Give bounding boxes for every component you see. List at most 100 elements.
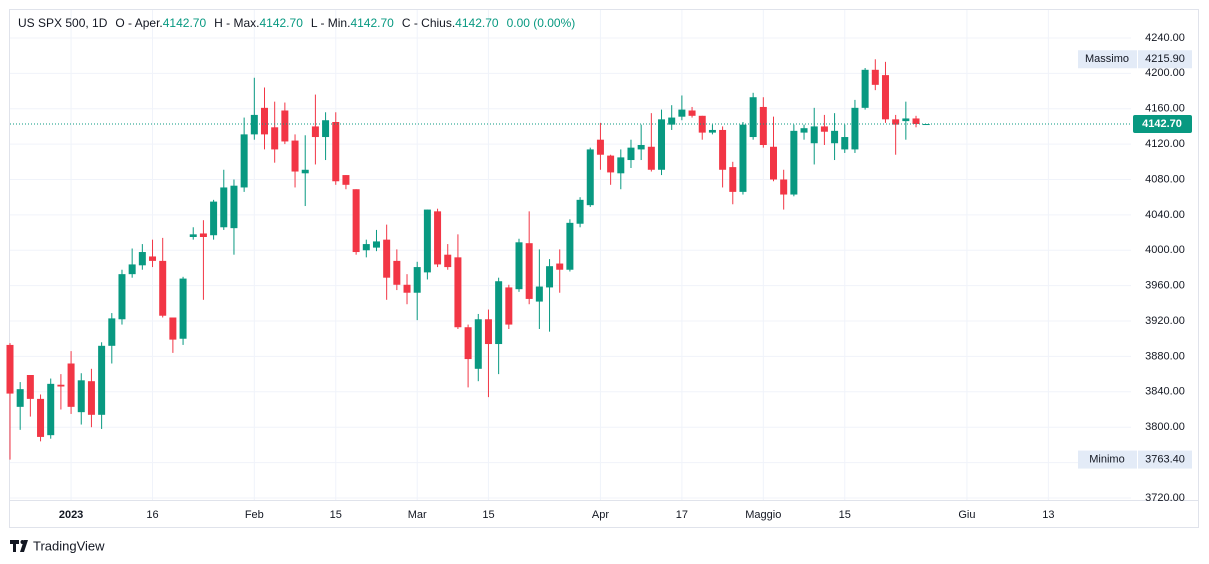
candle-body (301, 169, 309, 174)
candle-body (861, 69, 869, 108)
candle-body (739, 124, 747, 192)
candle-body (484, 319, 492, 345)
candle-body (403, 284, 411, 293)
candle-body (841, 137, 849, 150)
y-tick-label: 4160.00 (1145, 103, 1185, 115)
candle-body (149, 256, 157, 261)
candle-body (637, 144, 645, 150)
candle-body (271, 127, 279, 150)
y-tick-label: 3960.00 (1145, 280, 1185, 292)
candle-body (57, 384, 65, 387)
candle-body (16, 389, 24, 407)
field-key: O - Aper. (115, 16, 162, 30)
y-tick-label: 3800.00 (1145, 421, 1185, 433)
y-tick-label: 4200.00 (1145, 67, 1185, 79)
grid (10, 10, 1131, 500)
x-tick-label: 15 (330, 509, 342, 521)
field-value: 4142.70 (259, 16, 303, 30)
symbol: US SPX 500, 1D (18, 16, 108, 30)
panel-border (9, 9, 1199, 528)
candle-body (505, 287, 513, 325)
y-tick-label: 4000.00 (1145, 244, 1185, 256)
candle-body (281, 110, 289, 142)
candle-body (749, 97, 757, 138)
candle-body (383, 239, 391, 278)
overlay: 3720.003760.003800.003840.003880.003920.… (10, 16, 1192, 521)
candle-body (912, 118, 920, 125)
x-tick-label: 15 (839, 509, 851, 521)
candle-body (37, 398, 45, 437)
y-tick-label: 3880.00 (1145, 350, 1185, 362)
x-tick-label: Feb (245, 509, 264, 521)
candle-body (118, 274, 126, 320)
header: US SPX 500, 1D O - Aper.4142.70 H - Max.41… (18, 16, 575, 30)
candle-body (617, 157, 625, 174)
candle-body (658, 119, 666, 170)
candle-body (67, 363, 75, 407)
candle-body (576, 199, 584, 224)
y-tick-label: 4240.00 (1145, 32, 1185, 44)
x-tick-label: 2023 (59, 509, 83, 521)
x-tick-label: Maggio (745, 509, 781, 521)
low_mark-name-box (1078, 450, 1137, 469)
candle-body (729, 167, 737, 192)
candle-body (98, 345, 106, 415)
candle-body (77, 380, 85, 413)
change: 0.00 (0.00%) (507, 16, 576, 30)
candle-body (230, 185, 238, 229)
low_mark-value: 3763.40 (1145, 453, 1185, 465)
x-tick-label: Apr (592, 509, 609, 521)
candle-body (810, 126, 818, 144)
candle-body (800, 128, 808, 133)
candle-body (199, 233, 207, 237)
candle-body (719, 129, 727, 170)
candle-body (688, 110, 696, 116)
candle-body (261, 107, 268, 135)
candle-body (372, 241, 380, 248)
candle-body (159, 260, 167, 316)
candle-body (515, 242, 523, 290)
brand: TradingView (33, 538, 105, 553)
x-tick-label: 16 (146, 509, 158, 521)
candle-body (322, 120, 330, 138)
candle-body (454, 257, 462, 328)
candles (6, 59, 930, 460)
candle-body (770, 146, 777, 180)
candle-body (627, 147, 635, 161)
candle-body (332, 121, 340, 182)
high_mark-name: Massimo (1085, 53, 1129, 65)
candle-body (871, 69, 879, 85)
candle-body (831, 130, 839, 144)
candle-body (474, 319, 482, 369)
field-value: 4142.70 (350, 16, 394, 30)
candle-body (892, 119, 900, 125)
candle-body (26, 375, 34, 399)
candle-body (311, 126, 319, 138)
x-tick-label: Giu (958, 509, 975, 521)
candle-body (250, 114, 258, 135)
y-tick-label: 3840.00 (1145, 386, 1185, 398)
low_mark-name: Minimo (1089, 453, 1124, 465)
field-key: L - Min. (311, 16, 351, 30)
candle-body (47, 383, 55, 436)
candle-body (342, 175, 350, 185)
candle-body (525, 243, 533, 299)
candle-body (607, 155, 615, 173)
candle-body (220, 187, 228, 228)
candle-body (820, 126, 828, 132)
logo: TradingView (10, 538, 105, 553)
candle-body (128, 264, 136, 275)
field-key: C - Chius. (402, 16, 455, 30)
candle-body (393, 260, 401, 285)
high_mark-value-box (1138, 50, 1192, 69)
candle-body (413, 267, 421, 293)
last-price-label: 4142.70 (1142, 118, 1182, 130)
candle-body (189, 234, 197, 237)
candle-body (708, 129, 716, 133)
candle-body (240, 134, 248, 188)
high_mark-value: 4215.90 (1145, 53, 1185, 65)
candle-body (352, 189, 360, 253)
candle-body (790, 130, 798, 195)
candle-body (138, 252, 146, 266)
